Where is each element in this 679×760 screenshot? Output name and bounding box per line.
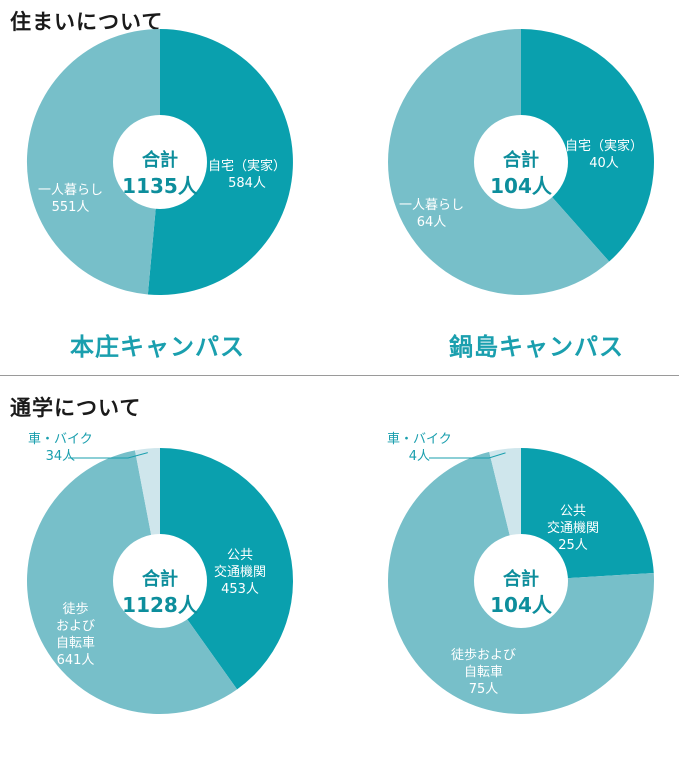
slice-label-car-name: 車・バイク bbox=[387, 432, 452, 447]
slice-label-alone-value: 551人 bbox=[51, 200, 90, 215]
campus-label-nabeshima: 鍋島キャンパス bbox=[449, 333, 624, 361]
total-value: 1128人 bbox=[122, 593, 198, 617]
slice-label-home-name: 自宅（実家） bbox=[565, 139, 644, 154]
pie-slice-2 bbox=[26, 29, 161, 295]
slice-label-alone-name: 一人暮らし bbox=[38, 183, 104, 198]
pie-slice-1 bbox=[160, 448, 294, 690]
pie-center-hole bbox=[474, 534, 568, 628]
slice-label-walk-bike-name2: および bbox=[56, 619, 96, 634]
total-label: 合計 bbox=[142, 150, 178, 171]
slice-label-home-name: 自宅（実家） bbox=[208, 159, 287, 174]
slice-label-walk-bike-name1: 徒歩 bbox=[62, 602, 89, 617]
slice-label-transit: 公共 交通機関 25人 bbox=[547, 503, 599, 554]
slice-label-home-value: 584人 bbox=[228, 176, 266, 191]
slice-label-alone: 一人暮らし 551人 bbox=[38, 182, 103, 216]
total-value: 1135人 bbox=[122, 174, 198, 198]
pie-center-hole bbox=[474, 115, 568, 209]
total-label: 合計 bbox=[142, 569, 178, 590]
campus-label-honjo: 本庄キャンパス bbox=[70, 333, 245, 361]
pie-slice-1 bbox=[147, 29, 293, 295]
total-value: 104人 bbox=[490, 593, 552, 617]
leader-line bbox=[429, 452, 506, 459]
total-label: 合計 bbox=[503, 150, 539, 171]
chart-total: 合計 1128人 bbox=[110, 568, 210, 618]
slice-label-alone-name: 一人暮らし bbox=[399, 198, 465, 213]
slice-label-walk-bike-name3: 自転車 bbox=[56, 636, 96, 651]
nabeshima-commute-pie-svg bbox=[388, 448, 655, 714]
section-divider bbox=[0, 375, 679, 376]
commute-section-title: 通学について bbox=[10, 396, 142, 420]
pie-center-hole bbox=[113, 115, 207, 209]
total-value: 104人 bbox=[490, 174, 552, 198]
slice-label-walk-bike: 徒歩および 自転車 75人 bbox=[451, 647, 516, 698]
chart-total: 合計 104人 bbox=[471, 149, 571, 199]
slice-label-alone: 一人暮らし 64人 bbox=[399, 197, 464, 231]
nabeshima-commute-pie-chart: 車・バイク 4人 公共 交通機関 25人 徒歩および 自転車 75人 合計 10… bbox=[371, 431, 671, 731]
slice-label-transit-value: 25人 bbox=[558, 538, 588, 553]
chart-total: 合計 1135人 bbox=[110, 149, 210, 199]
slice-label-transit-name2: 交通機関 bbox=[214, 565, 267, 580]
chart-total: 合計 104人 bbox=[471, 568, 571, 618]
honjo-housing-pie-svg bbox=[26, 29, 293, 295]
slice-label-walk-bike-value: 641人 bbox=[56, 653, 95, 668]
slice-label-walk-bike-value: 75人 bbox=[468, 682, 499, 697]
slice-label-home-value: 40人 bbox=[589, 156, 619, 171]
slice-label-transit-name1: 公共 bbox=[560, 504, 587, 519]
slice-label-alone-value: 64人 bbox=[416, 215, 447, 230]
slice-label-walk-bike-name1: 徒歩および bbox=[451, 648, 517, 663]
honjo-commute-pie-chart: 車・バイク 34人 公共 交通機関 453人 徒歩 および 自転車 641人 合… bbox=[10, 431, 310, 731]
slice-label-walk-bike: 徒歩 および 自転車 641人 bbox=[56, 601, 95, 669]
slice-label-transit-name2: 交通機関 bbox=[547, 521, 600, 536]
slice-label-car: 車・バイク 4人 bbox=[387, 431, 452, 465]
slice-label-transit: 公共 交通機関 453人 bbox=[214, 547, 266, 598]
slice-label-home: 自宅（実家） 584人 bbox=[208, 158, 286, 192]
slice-label-car-value: 34人 bbox=[45, 449, 76, 464]
total-label: 合計 bbox=[503, 569, 539, 590]
housing-section-title: 住まいについて bbox=[10, 10, 164, 34]
slice-label-car: 車・バイク 34人 bbox=[28, 431, 93, 465]
slice-label-transit-value: 453人 bbox=[221, 582, 259, 597]
slice-label-walk-bike-name2: 自転車 bbox=[464, 665, 504, 680]
nabeshima-housing-pie-svg bbox=[388, 29, 655, 296]
slice-label-transit-name1: 公共 bbox=[227, 548, 254, 563]
nabeshima-housing-pie-chart: 自宅（実家） 40人 一人暮らし 64人 合計 104人 bbox=[371, 12, 671, 312]
leader-line bbox=[68, 452, 148, 459]
honjo-commute-pie-svg bbox=[26, 448, 294, 715]
slice-label-home: 自宅（実家） 40人 bbox=[565, 138, 643, 172]
slice-label-car-name: 車・バイク bbox=[28, 432, 93, 447]
slice-label-car-value: 4人 bbox=[408, 449, 431, 464]
honjo-housing-pie-chart: 自宅（実家） 584人 一人暮らし 551人 合計 1135人 bbox=[10, 12, 310, 312]
pie-center-hole bbox=[113, 534, 207, 628]
pie-slice-1 bbox=[521, 29, 655, 262]
